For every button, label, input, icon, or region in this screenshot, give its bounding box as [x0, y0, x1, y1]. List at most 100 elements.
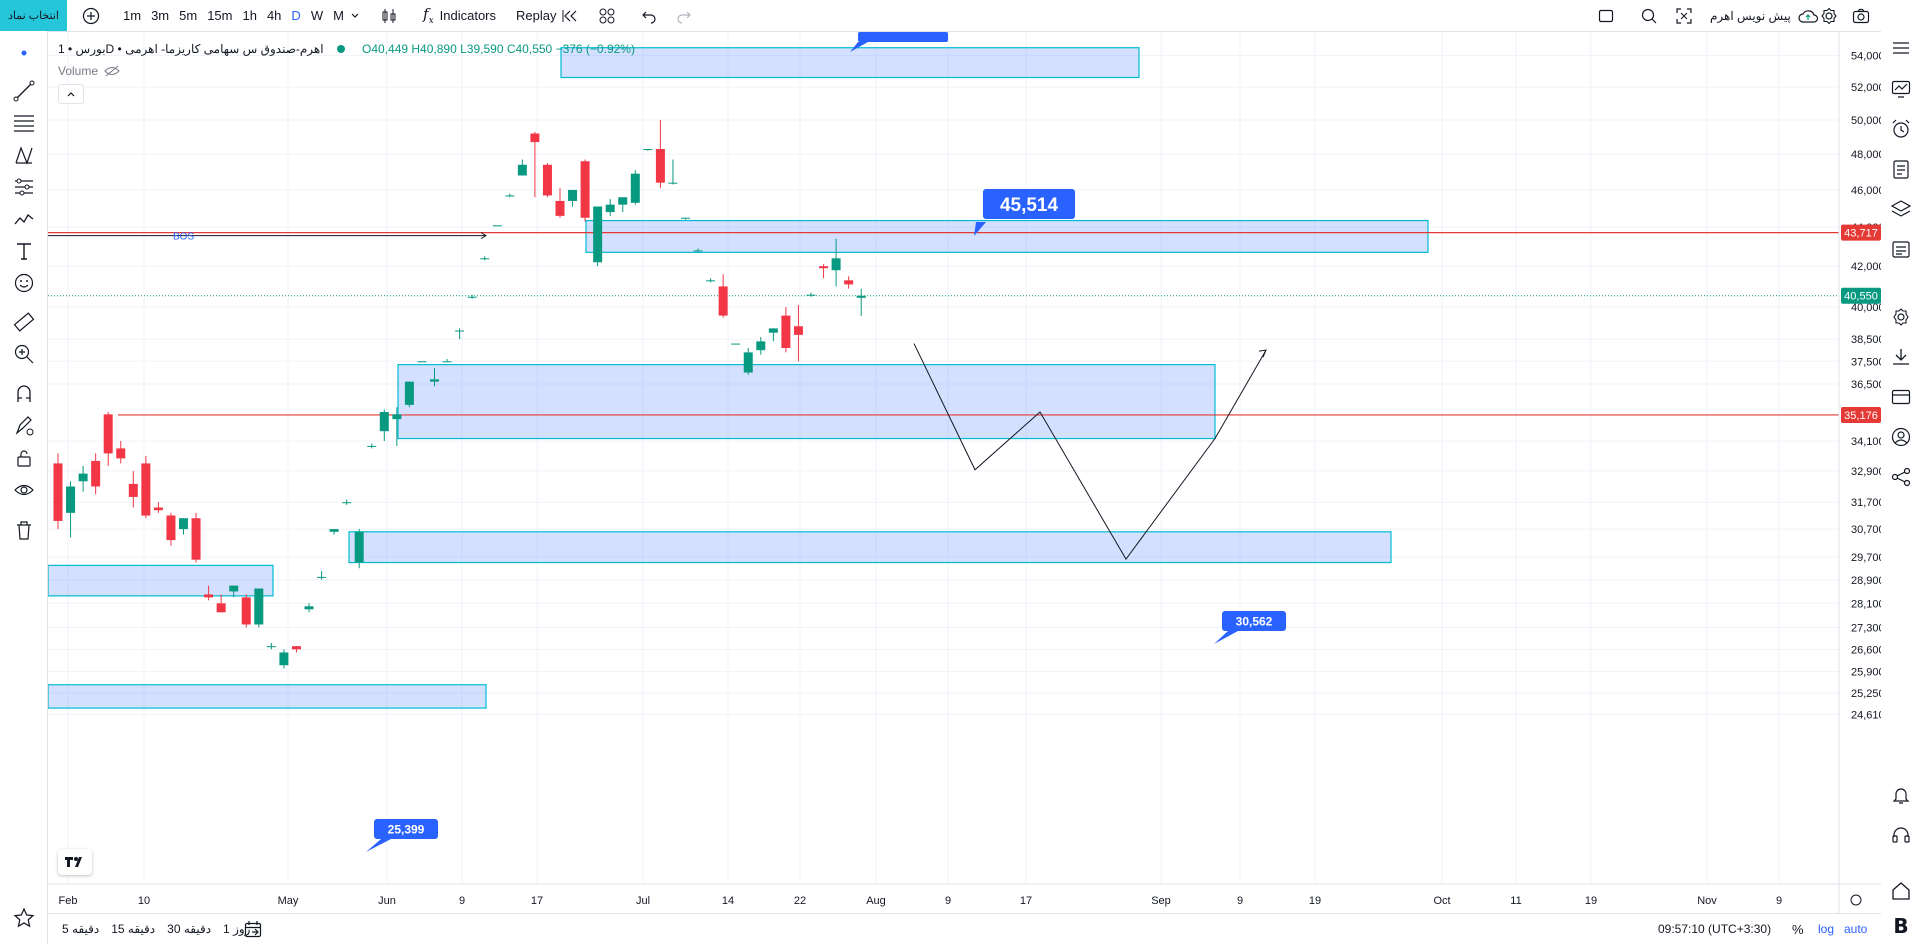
- zone-box[interactable]: [397, 364, 1216, 440]
- crosshair-dot-icon[interactable]: [14, 43, 34, 63]
- headset-icon[interactable]: [1888, 822, 1914, 848]
- ruler-icon[interactable]: [11, 309, 37, 335]
- interval-1h[interactable]: 1h: [242, 8, 257, 23]
- forecast-icon[interactable]: [11, 174, 37, 200]
- range-button[interactable]: 5 دقیقه: [62, 922, 100, 936]
- zone-box[interactable]: [560, 47, 1140, 79]
- projection-path[interactable]: [913, 343, 1267, 561]
- interval-D[interactable]: D: [291, 8, 301, 23]
- interval-3m[interactable]: 3m: [151, 8, 170, 23]
- log-toggle[interactable]: log: [1818, 922, 1835, 936]
- fullscreen-square-icon[interactable]: [1598, 0, 1614, 31]
- replay-button[interactable]: Replay: [516, 0, 580, 31]
- star-icon[interactable]: [11, 905, 37, 931]
- interval-M[interactable]: M: [333, 8, 344, 23]
- maximize-icon[interactable]: [1676, 0, 1692, 31]
- indicators-button[interactable]: fx Indicators: [423, 0, 496, 31]
- menu-lines-icon[interactable]: [1888, 35, 1914, 61]
- price-scale[interactable]: 54,00052,00050,00048,00046,00044,00042,0…: [1838, 32, 1881, 914]
- interval-1m[interactable]: 1m: [123, 8, 142, 23]
- quick-search-icon[interactable]: [1640, 0, 1658, 31]
- percent-toggle[interactable]: %: [1792, 921, 1804, 937]
- volume-legend[interactable]: Volume: [58, 64, 120, 78]
- gear-small-icon[interactable]: [1888, 304, 1914, 330]
- zoom-in-icon[interactable]: [11, 341, 37, 367]
- candle-body: [580, 161, 590, 218]
- download-icon[interactable]: [1888, 344, 1914, 370]
- home-icon[interactable]: [1888, 878, 1914, 904]
- interval-5m[interactable]: 5m: [179, 8, 198, 23]
- top-callout-box[interactable]: [858, 32, 948, 42]
- camera-icon[interactable]: [1852, 0, 1870, 31]
- price-tag[interactable]: [1841, 224, 1881, 241]
- candles-style-icon[interactable]: [380, 0, 398, 31]
- price-callouts[interactable]: 45,514 30,562 25,399: [366, 32, 1286, 852]
- user-circle-icon[interactable]: [1888, 424, 1914, 450]
- horizontal-lines[interactable]: BOS: [48, 232, 1839, 416]
- alarm-clock-icon[interactable]: [1888, 116, 1914, 142]
- time-axis[interactable]: Feb 10 May Jun 9 17 Jul 14 22 Aug 9 17 Sep 9 19 Oct 11 19…: [48, 883, 1881, 907]
- interval-4h[interactable]: 4h: [266, 8, 282, 23]
- zone-box[interactable]: [48, 564, 274, 597]
- trend-line-icon[interactable]: [11, 78, 37, 104]
- layout-name[interactable]: پیش نویس اهرم: [1710, 0, 1819, 31]
- replay-label: Replay: [516, 8, 557, 23]
- zone-box[interactable]: [48, 684, 487, 709]
- legend-title[interactable]: بورس • 1D • اهرم-صندوق س سهامی کاریزما- …: [58, 42, 324, 56]
- collapse-legend-button[interactable]: [58, 84, 84, 104]
- fib-retracement-icon[interactable]: [11, 110, 37, 136]
- settings-gear-icon[interactable]: [1820, 0, 1838, 31]
- compare-add-icon[interactable]: [82, 0, 100, 31]
- price-tick-label: 38,500: [1851, 334, 1881, 346]
- candle: [568, 189, 578, 207]
- layouts-grid-icon[interactable]: [598, 0, 616, 31]
- price-tag[interactable]: [1841, 287, 1881, 304]
- pattern-icon[interactable]: [11, 142, 37, 168]
- candle: [216, 594, 226, 613]
- range-button[interactable]: 30 دقیقه: [167, 922, 212, 936]
- watchlist-icon[interactable]: [1888, 76, 1914, 102]
- eye-icon[interactable]: [11, 477, 37, 503]
- interval-15m[interactable]: 15m: [207, 8, 233, 23]
- bell-icon[interactable]: [1888, 782, 1914, 808]
- card-icon[interactable]: [1888, 384, 1914, 410]
- layers-icon[interactable]: [1888, 196, 1914, 222]
- candle: [706, 278, 716, 283]
- bos-arrow-icon: [480, 232, 487, 240]
- magnet-icon[interactable]: [11, 381, 37, 407]
- trash-icon[interactable]: [11, 517, 37, 543]
- brush-icon[interactable]: [11, 206, 37, 232]
- interval-W[interactable]: W: [310, 8, 324, 23]
- price-tick-label: 34,100: [1851, 436, 1881, 448]
- price-callout[interactable]: 25,399: [366, 819, 438, 852]
- stay-in-drawing-icon[interactable]: [11, 413, 37, 439]
- redo-icon[interactable]: [676, 0, 692, 31]
- zone-box[interactable]: [585, 219, 1429, 253]
- zone-box[interactable]: [348, 531, 1392, 564]
- brand-b-icon[interactable]: B: [1893, 914, 1909, 938]
- supply-demand-zones[interactable]: [48, 47, 1429, 709]
- price-chart[interactable]: BOS 45,514 30,562 25,399 54,000 52,000 50,00…: [48, 32, 1881, 914]
- price-tag[interactable]: [1841, 406, 1881, 423]
- notes-icon[interactable]: [1888, 156, 1914, 182]
- price-callout[interactable]: 45,514: [974, 189, 1075, 236]
- symbol-search-button[interactable]: انتخاب نماد: [0, 0, 67, 31]
- candle-body: [404, 381, 414, 405]
- lock-icon[interactable]: [11, 445, 37, 471]
- goto-date-icon[interactable]: [244, 920, 262, 941]
- price-callout[interactable]: 30,562: [1214, 611, 1286, 644]
- range-button[interactable]: 1 روز: [223, 922, 251, 936]
- auto-toggle[interactable]: auto: [1844, 922, 1868, 936]
- emoji-icon[interactable]: [11, 270, 37, 296]
- range-button[interactable]: 15 دقیقه: [111, 922, 156, 936]
- calendar-list-icon[interactable]: [1888, 236, 1914, 262]
- share-icon[interactable]: [1888, 464, 1914, 490]
- axis-settings-icon[interactable]: [1850, 894, 1862, 906]
- text-tool-icon[interactable]: [11, 238, 37, 264]
- chevron-down-icon[interactable]: [350, 0, 360, 31]
- projection-polyline[interactable]: [913, 343, 1267, 561]
- time-tick-label: 9: [1776, 895, 1782, 907]
- tradingview-logo-icon[interactable]: [58, 849, 92, 875]
- undo-icon[interactable]: [641, 0, 657, 31]
- clock[interactable]: 09:57:10 (UTC+3:30): [1658, 922, 1772, 936]
